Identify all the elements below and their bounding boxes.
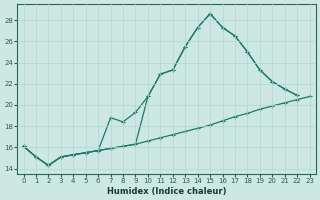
X-axis label: Humidex (Indice chaleur): Humidex (Indice chaleur) [107, 187, 226, 196]
